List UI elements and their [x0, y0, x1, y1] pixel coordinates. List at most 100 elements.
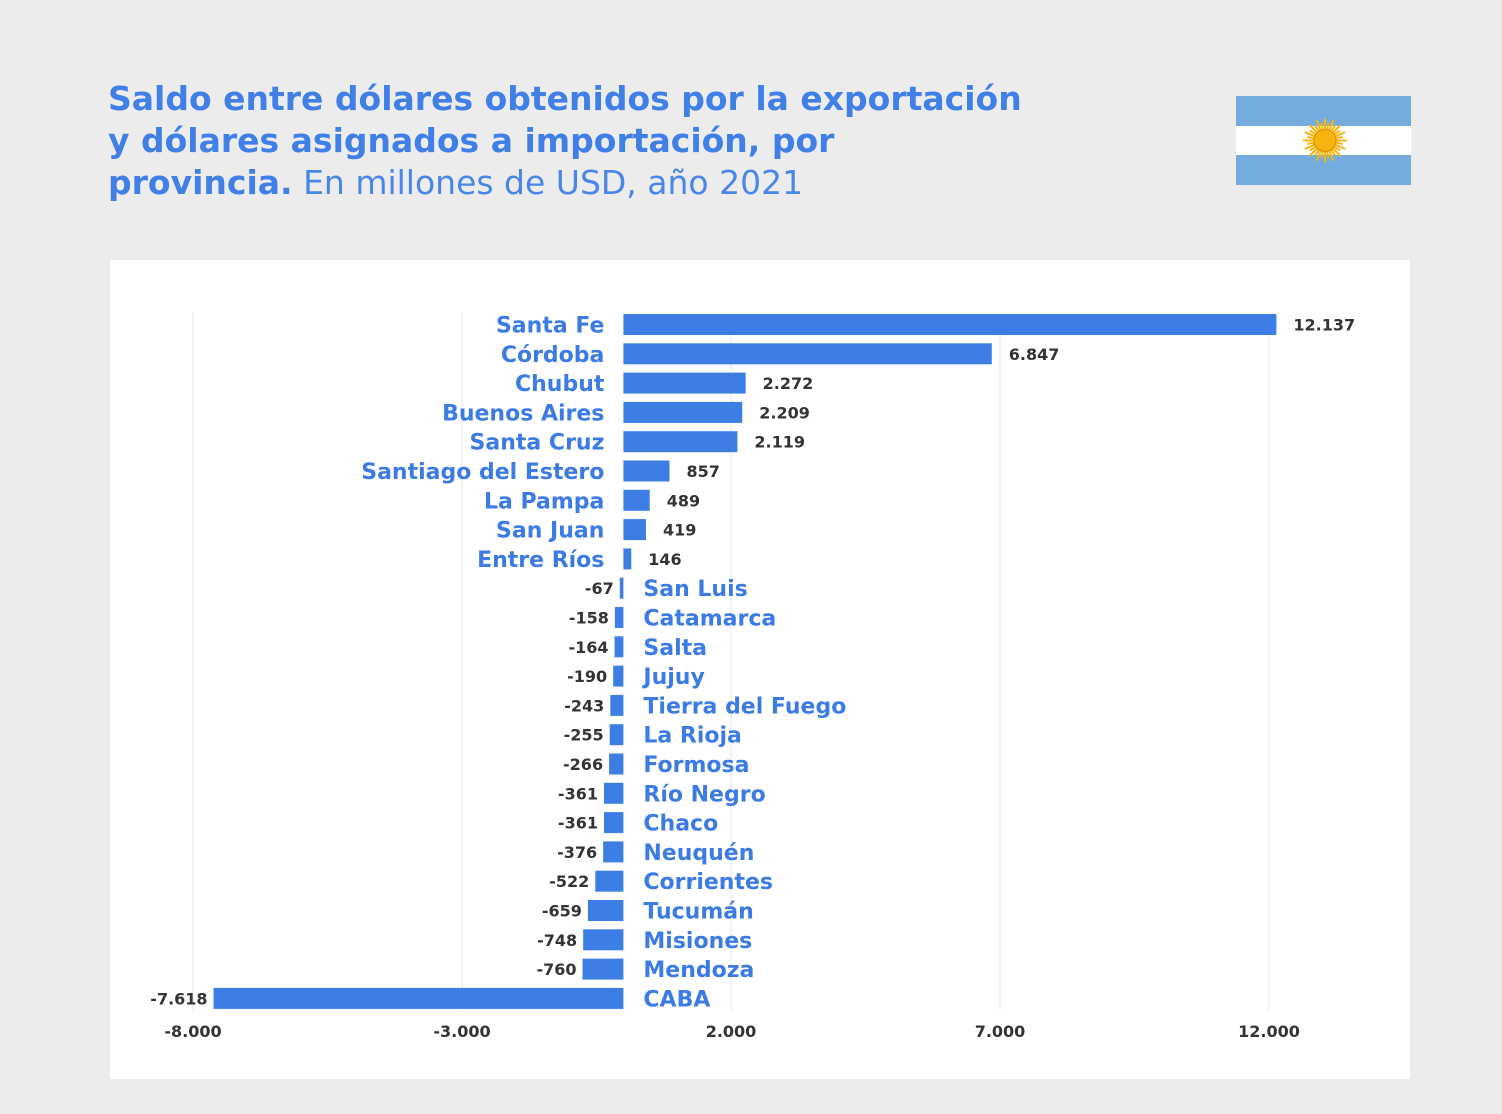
data-label: -659 — [542, 902, 582, 921]
data-label: 2.119 — [754, 433, 805, 452]
x-tick-label: -3.000 — [433, 1022, 490, 1041]
gridlines — [192, 312, 1270, 1010]
category-label: Río Negro — [643, 782, 765, 807]
bar — [623, 548, 632, 570]
sun-ray — [1307, 136, 1315, 140]
category-label: San Juan — [496, 519, 604, 544]
sun-ray — [1334, 131, 1346, 138]
bar — [603, 782, 624, 804]
bar — [623, 519, 646, 541]
bar — [613, 665, 624, 687]
sun-ray — [1326, 151, 1330, 159]
category-label: Formosa — [643, 753, 749, 778]
bar — [623, 401, 743, 423]
sun-ray — [1334, 143, 1346, 150]
data-label: 419 — [663, 521, 696, 540]
data-label: -748 — [537, 931, 577, 950]
bar — [609, 724, 624, 746]
data-label: -361 — [558, 784, 598, 803]
sun-ray — [1314, 149, 1320, 157]
chart-title: Saldo entre dólares obtenidos por la exp… — [108, 78, 1198, 204]
data-label: -255 — [564, 726, 604, 745]
category-label: Jujuy — [641, 665, 704, 690]
title-line-3-bold: provincia. — [108, 163, 293, 202]
sun-ray — [1304, 143, 1316, 150]
sun-ray — [1315, 150, 1322, 162]
data-label: 6.847 — [1009, 345, 1060, 364]
bar — [582, 958, 624, 980]
category-label: Córdoba — [501, 343, 605, 368]
sun-ray — [1335, 141, 1343, 145]
flag-stripe-bottom — [1236, 155, 1411, 185]
sun-icon — [1313, 129, 1337, 152]
sun-ray — [1304, 131, 1316, 138]
bar — [623, 431, 738, 453]
title-line-1: Saldo entre dólares obtenidos por la exp… — [108, 79, 1022, 118]
category-label: Mendoza — [643, 958, 754, 983]
bar-chart: -8.000 -3.000 2.000 7.000 12.000 Santa Fe 12.1… — [150, 312, 1355, 1041]
sun-ray — [1332, 124, 1342, 134]
data-label: -67 — [585, 579, 614, 598]
category-label: Neuquén — [643, 841, 754, 866]
bar — [587, 900, 624, 921]
data-label: 146 — [648, 550, 681, 569]
data-label: -760 — [536, 960, 576, 979]
sun-ray — [1330, 149, 1336, 157]
bar — [609, 753, 624, 775]
category-label: Santa Cruz — [470, 431, 605, 456]
chart-subtitle: En millones de USD, año 2021 — [303, 163, 804, 202]
bar — [610, 694, 624, 716]
data-label: 2.209 — [759, 403, 810, 422]
sun-ray — [1335, 136, 1343, 140]
sun-ray — [1320, 122, 1324, 130]
x-tick-label: 7.000 — [975, 1022, 1026, 1041]
bar — [623, 460, 670, 482]
sun-ray — [1314, 124, 1320, 132]
data-label: 2.272 — [763, 374, 814, 393]
sun-ray — [1333, 145, 1341, 152]
category-label: Catamarca — [643, 607, 776, 632]
category-label: La Pampa — [484, 489, 604, 514]
argentina-flag-icon — [1236, 96, 1411, 185]
data-label: -190 — [567, 667, 607, 686]
bar — [623, 489, 650, 511]
category-label: La Rioja — [643, 724, 742, 749]
sun-ray — [1320, 151, 1324, 159]
bar — [614, 607, 624, 628]
category-label: CABA — [643, 987, 710, 1012]
sun-ray — [1308, 124, 1318, 134]
x-axis: -8.000 -3.000 2.000 7.000 12.000 — [164, 1022, 1300, 1041]
bars: Santa Fe 12.137 Córdoba 6.847 Chubut 2.272 Bue… — [150, 314, 1355, 1013]
category-label: Buenos Aires — [442, 401, 604, 426]
sun-ray — [1330, 124, 1336, 132]
sun-ray — [1328, 119, 1335, 131]
category-label: San Luis — [643, 577, 747, 602]
bar — [603, 841, 624, 863]
sun-ray — [1333, 129, 1341, 136]
sun-ray — [1307, 141, 1315, 145]
data-label: 489 — [667, 491, 700, 510]
sun-rays-icon — [1303, 118, 1347, 163]
data-label: -164 — [569, 638, 609, 657]
category-label: Chaco — [643, 812, 718, 837]
bar — [603, 812, 624, 834]
bar — [619, 577, 624, 599]
data-label: -361 — [558, 814, 598, 833]
category-label: Tucumán — [643, 900, 753, 925]
bar — [623, 372, 746, 394]
category-label: Misiones — [643, 929, 752, 954]
data-label: -243 — [564, 696, 604, 715]
sun-ray — [1309, 145, 1317, 152]
category-label: Entre Ríos — [477, 548, 604, 573]
category-label: Corrientes — [643, 870, 773, 895]
bar — [614, 636, 624, 658]
chart-card: -8.000 -3.000 2.000 7.000 12.000 Santa Fe 12.1… — [110, 260, 1410, 1079]
sun-ray — [1308, 147, 1318, 157]
data-label: -7.618 — [150, 989, 207, 1008]
sun-ray — [1328, 150, 1335, 162]
data-label: 12.137 — [1293, 316, 1355, 335]
data-label: -522 — [549, 872, 589, 891]
sun-ray — [1326, 122, 1330, 130]
sun-ray — [1332, 147, 1342, 157]
category-label: Santiago del Estero — [361, 460, 604, 485]
